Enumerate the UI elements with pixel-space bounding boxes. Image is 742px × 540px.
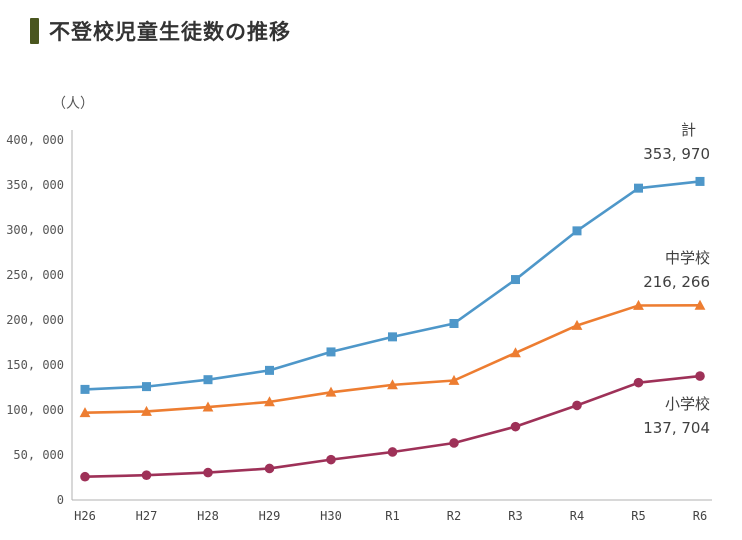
y-tick-label: 0 xyxy=(57,493,64,507)
y-tick-label: 250, 000 xyxy=(6,268,64,282)
x-category-label: H30 xyxy=(320,509,342,523)
square-marker-icon xyxy=(326,347,336,357)
x-category-label: R5 xyxy=(631,509,645,523)
title-accent-bar xyxy=(30,18,39,44)
x-category-label: R3 xyxy=(508,509,522,523)
circle-marker-icon xyxy=(80,471,90,482)
x-category-label: H26 xyxy=(74,509,96,523)
square-marker-icon xyxy=(695,176,705,186)
series-name-total: 計 xyxy=(680,121,696,139)
circle-marker-icon xyxy=(695,371,705,381)
triangle-marker-icon xyxy=(510,347,521,358)
triangle-marker-icon xyxy=(571,319,583,330)
triangle-marker-icon xyxy=(448,374,460,385)
y-tick-label: 200, 000 xyxy=(6,313,64,327)
square-marker-icon xyxy=(265,365,274,375)
y-tick-label: 50, 000 xyxy=(13,448,64,462)
x-category-label: R6 xyxy=(693,509,707,523)
x-category-label: H28 xyxy=(197,509,219,523)
triangle-marker-icon xyxy=(79,407,91,418)
series-label-total: 計 353, 970 xyxy=(643,118,710,166)
triangle-marker-icon xyxy=(202,401,214,412)
triangle-marker-icon xyxy=(694,299,706,310)
series-value-total: 353, 970 xyxy=(643,145,710,163)
circle-marker-icon xyxy=(326,454,336,465)
triangle-marker-icon xyxy=(633,299,644,310)
x-category-label: R1 xyxy=(385,509,399,523)
square-marker-icon xyxy=(511,275,520,285)
series-value-junior-high: 216, 266 xyxy=(643,273,710,291)
series-label-elementary: 小学校 137, 704 xyxy=(643,392,710,440)
series-label-junior-high: 中学校 216, 266 xyxy=(643,246,710,294)
series-line xyxy=(83,304,702,414)
circle-marker-icon xyxy=(387,447,398,457)
triangle-marker-icon xyxy=(325,386,337,397)
square-marker-icon xyxy=(449,318,459,328)
triangle-marker-icon xyxy=(141,405,152,416)
series-name-junior-high: 中学校 xyxy=(664,249,710,267)
circle-marker-icon xyxy=(449,438,459,448)
square-marker-icon xyxy=(634,183,643,193)
square-marker-icon xyxy=(572,226,582,236)
series-name-elementary: 小学校 xyxy=(664,395,710,413)
x-category-label: H27 xyxy=(136,509,158,523)
y-tick-label: 100, 000 xyxy=(6,403,64,417)
circle-marker-icon xyxy=(141,470,152,480)
circle-marker-icon xyxy=(203,467,213,478)
y-tick-label: 350, 000 xyxy=(6,178,64,192)
x-category-label: R2 xyxy=(447,509,461,523)
triangle-marker-icon xyxy=(264,396,275,407)
page-header: 不登校児童生徒数の推移 xyxy=(30,16,291,46)
square-marker-icon xyxy=(203,375,213,385)
series-line xyxy=(83,374,702,479)
y-axis-unit-label: （人） xyxy=(52,96,94,112)
y-tick-label: 300, 000 xyxy=(6,223,64,237)
series-value-elementary: 137, 704 xyxy=(643,419,710,437)
series-line xyxy=(83,180,702,391)
page-title: 不登校児童生徒数の推移 xyxy=(49,20,291,44)
circle-marker-icon xyxy=(572,400,582,411)
square-marker-icon xyxy=(80,384,90,394)
square-marker-icon xyxy=(388,332,397,342)
x-category-label: H29 xyxy=(259,509,281,523)
square-marker-icon xyxy=(142,382,151,392)
x-category-label: R4 xyxy=(570,509,584,523)
circle-marker-icon xyxy=(510,421,521,432)
y-tick-label: 150, 000 xyxy=(6,358,64,372)
y-tick-label: 400, 000 xyxy=(6,133,64,147)
circle-marker-icon xyxy=(264,463,275,474)
circle-marker-icon xyxy=(633,377,644,388)
triangle-marker-icon xyxy=(387,379,398,390)
